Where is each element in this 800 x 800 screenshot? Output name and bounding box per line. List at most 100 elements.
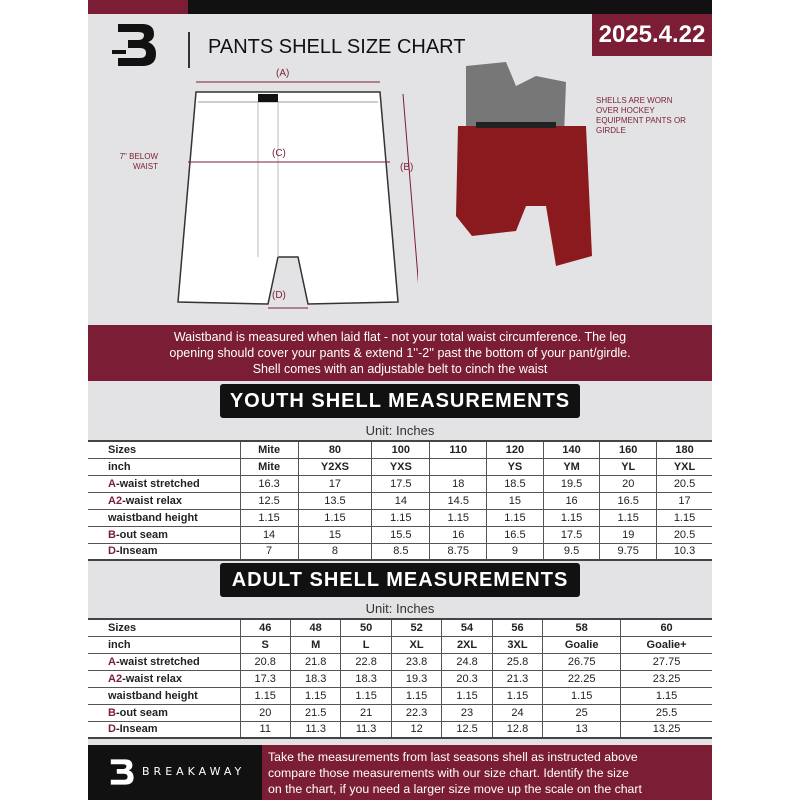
diagram-area: (A) (C) (B) (D) 7" BELOW WAIST SHELLS AR… (88, 62, 712, 326)
youth-table: Sizes Mite 80 100 110 120 140 160 180 inch Mite Y2X… (88, 440, 712, 561)
footer-brand: BREAKAWAY (88, 745, 262, 800)
row-label: A-waist stretched (88, 474, 241, 493)
below-waist-note: 7" BELOW WAIST (119, 152, 158, 171)
header-divider (188, 32, 190, 68)
table-cell: 16.5 (599, 491, 658, 510)
table-row: waistband height 1.15 1.15 1.15 1.15 1.15 1.15… (88, 508, 712, 527)
table-cell: 8.75 (429, 542, 488, 561)
table-cell: 1.15 (239, 508, 299, 527)
measure-label: -out seam (115, 706, 168, 719)
row-label: A-waist stretched (88, 652, 241, 671)
table-cell: 14.5 (429, 491, 488, 510)
table-cell: 120 (486, 440, 544, 459)
table-cell: Y2XS (297, 457, 373, 476)
measure-label: -waist relax (122, 494, 182, 507)
measure-label: -out seam (115, 528, 168, 541)
table-cell: 1.15 (599, 508, 658, 527)
size-chart-page: PANTS SHELL SIZE CHART 2025.4.22 (A) (C)… (88, 0, 712, 800)
table-cell: Mite (239, 440, 299, 459)
row-label: Sizes (88, 618, 241, 637)
table-cell: 11.3 (289, 720, 342, 739)
table-cell: 1.15 (620, 686, 712, 705)
measure-label: -waist relax (122, 672, 182, 685)
measure-code: B (108, 706, 116, 719)
page-title: PANTS SHELL SIZE CHART (208, 36, 466, 58)
header: PANTS SHELL SIZE CHART 2025.4.22 (88, 14, 712, 68)
table-cell: 15.5 (371, 525, 431, 544)
row-label: D-Inseam (88, 720, 241, 739)
table-cell: 140 (542, 440, 601, 459)
table-cell: 21 (340, 703, 392, 722)
row-label: inch (88, 457, 241, 476)
adult-title: ADULT SHELL MEASUREMENTS (220, 563, 580, 597)
label-c: (C) (272, 148, 286, 159)
table-cell: 1.15 (429, 508, 488, 527)
table-cell: 16 (542, 491, 601, 510)
measure-label: -Inseam (115, 545, 158, 558)
footer-line: Take the measurements from last seasons … (268, 750, 638, 764)
table-cell: 22.25 (542, 669, 622, 688)
row-label: B-out seam (88, 703, 241, 722)
table-row: B-out seam 14 15 15.5 16 16.5 17.5 19 20.5 (88, 525, 712, 544)
row-label: A2-waist relax (88, 669, 241, 688)
table-cell: 1.15 (340, 686, 392, 705)
table-cell: 15 (297, 525, 373, 544)
table-cell: 56 (491, 618, 544, 637)
row-label: B-out seam (88, 525, 241, 544)
measure-label: waistband height (108, 689, 198, 702)
table-cell: YS (486, 457, 544, 476)
measure-label: inch (108, 460, 131, 473)
table-cell: 110 (429, 440, 488, 459)
table-cell: 54 (441, 618, 493, 637)
table-cell: 14 (371, 491, 431, 510)
table-cell: 48 (289, 618, 342, 637)
table-cell: 7 (239, 542, 299, 561)
table-cell: M (289, 635, 342, 654)
table-cell: 12.5 (239, 491, 299, 510)
adult-unit: Unit: Inches (365, 601, 435, 616)
table-cell: 20.8 (239, 652, 291, 671)
table-row: inch Mite Y2XS YXS YS YM YL YXL (88, 457, 712, 476)
table-cell: 46 (239, 618, 291, 637)
table-cell: 1.15 (486, 508, 544, 527)
measure-code: B (108, 528, 116, 541)
table-cell: 9 (486, 542, 544, 561)
measure-label: -waist stretched (115, 477, 200, 490)
table-cell: S (239, 635, 291, 654)
table-row: waistband height 1.15 1.15 1.15 1.15 1.15 1.15… (88, 686, 712, 705)
table-cell: L (340, 635, 392, 654)
label-d: (D) (272, 290, 286, 301)
table-cell: 25.5 (620, 703, 712, 722)
info-line: opening should cover your pants & extend… (169, 346, 631, 360)
table-cell: 12.8 (491, 720, 544, 739)
footer: BREAKAWAY Take the measurements from las… (88, 745, 712, 800)
measure-label: Sizes (108, 443, 137, 456)
table-cell: 50 (340, 618, 392, 637)
table-row: A2-waist relax 17.3 18.3 18.3 19.3 20.3 21.3 22… (88, 669, 712, 688)
table-cell (429, 457, 488, 476)
table-cell: 20.5 (656, 525, 712, 544)
table-cell: 22.8 (340, 652, 392, 671)
table-cell: 17.5 (371, 474, 431, 493)
table-cell: 23.25 (620, 669, 712, 688)
table-cell: 13 (542, 720, 622, 739)
row-label: D-Inseam (88, 542, 241, 561)
adult-table: Sizes 46 48 50 52 54 56 58 60 inch S M L XL 2XL 3XL Goal… (88, 618, 712, 739)
table-cell: 26.75 (542, 652, 622, 671)
table-cell: 17.5 (542, 525, 601, 544)
table-cell: 160 (599, 440, 658, 459)
table-cell: 1.15 (239, 686, 291, 705)
table-cell: 100 (371, 440, 431, 459)
table-cell: 24 (491, 703, 544, 722)
youth-title: YOUTH SHELL MEASUREMENTS (220, 384, 580, 418)
table-cell: 3XL (491, 635, 544, 654)
table-cell: 16 (429, 525, 488, 544)
table-cell: 1.15 (371, 508, 431, 527)
row-label: waistband height (88, 686, 241, 705)
measure-code: A (108, 655, 116, 668)
table-cell: 21.5 (289, 703, 342, 722)
measure-label: -waist stretched (115, 655, 200, 668)
table-cell: 18.3 (340, 669, 392, 688)
row-label: A2-waist relax (88, 491, 241, 510)
table-cell: 18 (429, 474, 488, 493)
